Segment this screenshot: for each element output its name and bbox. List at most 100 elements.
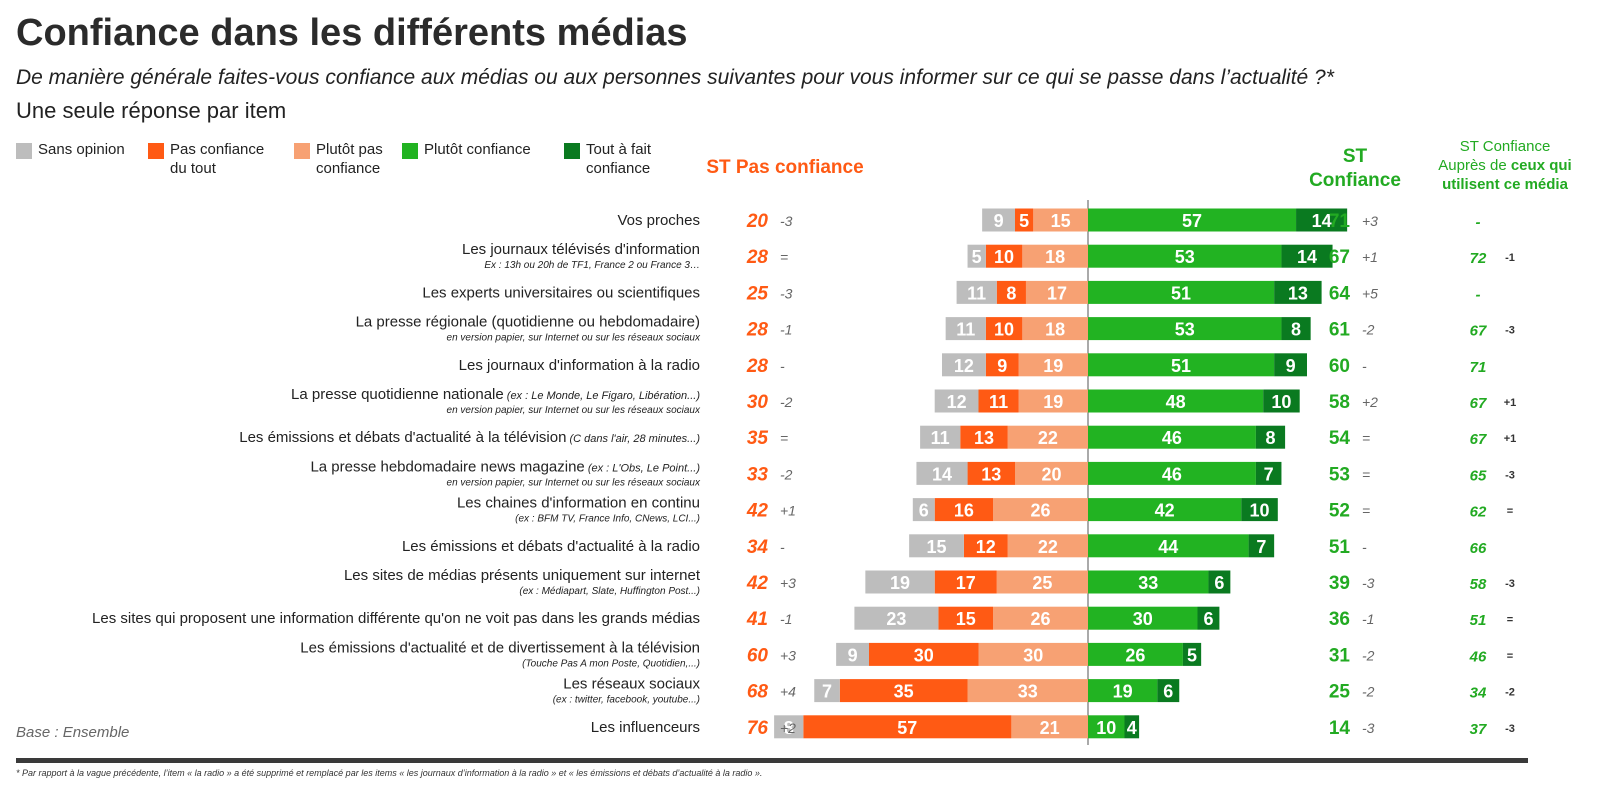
bar-plutot-pas-confiance-value: 33	[1018, 682, 1038, 702]
bar-pas-confiance-du-tout-value: 12	[976, 537, 996, 557]
bar-pas-confiance-du-tout-value: 9	[997, 356, 1007, 376]
bar-sans-opinion-value: 23	[886, 609, 906, 629]
row-sublabel: en version papier, sur Internet ou sur l…	[447, 333, 701, 344]
bar-sans-opinion-value: 15	[927, 537, 947, 557]
st-confiance-diff: -	[1362, 358, 1367, 374]
bar-plutot-pas-confiance-value: 18	[1045, 320, 1065, 340]
bar-sans-opinion-value: 9	[848, 645, 858, 665]
st-confiance-value: 31	[1329, 645, 1351, 666]
bar-sans-opinion-value: 7	[822, 682, 832, 702]
row-label-extra: (C dans l'air, 28 minutes...)	[566, 433, 700, 445]
legend-label-plutot-confiance: Plutôt confiance	[424, 141, 531, 158]
st-confiance-diff: -2	[1362, 322, 1375, 338]
bar-plutot-pas-confiance-value: 26	[1031, 609, 1051, 629]
row-sublabel: en version papier, sur Internet ou sur l…	[447, 405, 701, 416]
bar-plutot-pas-confiance-value: 25	[1032, 573, 1052, 593]
st-pas-confiance-diff: -3	[780, 285, 793, 301]
bar-plutot-confiance-value: 48	[1166, 392, 1186, 412]
question-subtitle: De manière générale faites-vous confianc…	[16, 66, 1334, 89]
legend-swatch-plutot-confiance	[402, 143, 418, 159]
bar-pas-confiance-du-tout-value: 10	[994, 320, 1014, 340]
bar-pas-confiance-du-tout	[963, 534, 1008, 558]
bar-tout-a-fait-confiance	[1296, 208, 1348, 232]
bar-tout-a-fait-confiance	[1157, 679, 1180, 703]
bar-tout-a-fait-confiance-value: 8	[1291, 320, 1301, 340]
row-sublabel: (Touche Pas A mon Poste, Quotidien,...)	[522, 658, 700, 669]
bar-plutot-pas-confiance-value: 19	[1043, 392, 1063, 412]
legend-label-line-2: confiance	[586, 160, 651, 177]
bar-plutot-confiance	[1088, 642, 1183, 666]
st-pas-confiance-value: 60	[747, 645, 769, 666]
bar-plutot-confiance-value: 53	[1175, 320, 1195, 340]
bar-plutot-confiance-value: 30	[1133, 609, 1153, 629]
bar-plutot-confiance	[1088, 606, 1198, 630]
bar-plutot-pas-confiance-value: 19	[1043, 356, 1063, 376]
bar-tout-a-fait-confiance-value: 10	[1271, 392, 1291, 412]
st-confiance-diff: -3	[1362, 720, 1375, 736]
bar-plutot-pas-confiance	[967, 679, 1088, 703]
bar-sans-opinion	[967, 244, 986, 268]
bar-plutot-pas-confiance-value: 22	[1038, 428, 1058, 448]
legend-swatch-sans-opinion	[16, 143, 32, 159]
bar-pas-confiance-du-tout-value: 11	[989, 392, 1008, 412]
bar-pas-confiance-du-tout-value: 13	[981, 464, 1001, 484]
bar-plutot-pas-confiance	[1018, 353, 1088, 377]
st-pas-confiance-diff: -	[780, 539, 785, 555]
bar-plutot-confiance	[1088, 534, 1249, 558]
bar-pas-confiance-du-tout	[985, 244, 1023, 268]
bar-tout-a-fait-confiance	[1255, 425, 1286, 449]
st-confiance-users-diff: =	[1507, 506, 1513, 518]
header-st-confiance-line-2: Confiance	[1309, 170, 1401, 191]
bar-sans-opinion	[814, 679, 840, 703]
legend-label-line-1: Tout à fait	[586, 141, 652, 158]
legend-label-line-2: confiance	[316, 160, 381, 177]
bar-tout-a-fait-confiance-value: 6	[1214, 573, 1224, 593]
st-confiance-diff: -	[1362, 539, 1367, 555]
st-confiance-diff: +3	[1362, 213, 1378, 229]
bar-tout-a-fait-confiance	[1208, 570, 1231, 594]
st-confiance-users-diff: -3	[1505, 325, 1515, 337]
bar-pas-confiance-du-tout-value: 35	[894, 682, 914, 702]
bar-sans-opinion	[865, 570, 935, 594]
st-confiance-value: 14	[1329, 718, 1351, 739]
row-sublabel: (ex : BFM TV, France Info, CNews, LCI...…	[515, 514, 700, 525]
bar-plutot-confiance-value: 33	[1138, 573, 1158, 593]
st-confiance-users-value: 46	[1469, 648, 1487, 665]
bar-tout-a-fait-confiance	[1124, 715, 1140, 739]
st-confiance-users-diff: -1	[1505, 252, 1515, 264]
bar-sans-opinion-value: 6	[919, 501, 929, 521]
header-st-pas-confiance: ST Pas confiance	[706, 157, 864, 178]
bar-sans-opinion	[934, 389, 979, 413]
bar-plutot-confiance	[1088, 389, 1264, 413]
bar-pas-confiance-du-tout-value: 15	[956, 609, 976, 629]
st-confiance-users-value: 72	[1470, 250, 1487, 267]
bar-plutot-pas-confiance	[993, 498, 1088, 522]
bar-tout-a-fait-confiance	[1248, 534, 1275, 558]
bar-pas-confiance-du-tout-value: 13	[974, 428, 994, 448]
st-pas-confiance-diff: -1	[780, 322, 792, 338]
bar-pas-confiance-du-tout-value: 8	[1006, 283, 1016, 303]
bar-plutot-confiance-value: 53	[1175, 247, 1195, 267]
bar-pas-confiance-du-tout	[985, 317, 1023, 341]
row-label: La presse quotidienne nationale (ex : Le…	[291, 386, 700, 403]
bar-tout-a-fait-confiance	[1241, 498, 1278, 522]
bar-plutot-pas-confiance	[1033, 208, 1088, 232]
bar-plutot-pas-confiance-value: 22	[1038, 537, 1058, 557]
bar-plutot-confiance-value: 19	[1113, 682, 1133, 702]
footnote: * Par rapport à la vague précédente, l’i…	[16, 768, 763, 778]
st-confiance-value: 61	[1329, 320, 1351, 341]
bar-sans-opinion	[956, 280, 997, 304]
st-confiance-diff: =	[1362, 430, 1370, 446]
st-confiance-diff: -3	[1362, 575, 1375, 591]
bar-tout-a-fait-confiance	[1263, 389, 1300, 413]
st-confiance-diff: -2	[1362, 647, 1375, 663]
row-label: Les journaux télévisés d'information	[462, 241, 700, 258]
bar-plutot-confiance-value: 10	[1096, 718, 1116, 738]
bar-plutot-pas-confiance-value: 26	[1031, 501, 1051, 521]
st-confiance-users-value: 71	[1470, 359, 1487, 376]
st-pas-confiance-value: 42	[746, 573, 769, 594]
bar-plutot-confiance	[1088, 425, 1256, 449]
bar-sans-opinion-value: 9	[994, 211, 1004, 231]
bar-pas-confiance-du-tout	[934, 570, 997, 594]
st-confiance-value: 53	[1329, 464, 1350, 485]
